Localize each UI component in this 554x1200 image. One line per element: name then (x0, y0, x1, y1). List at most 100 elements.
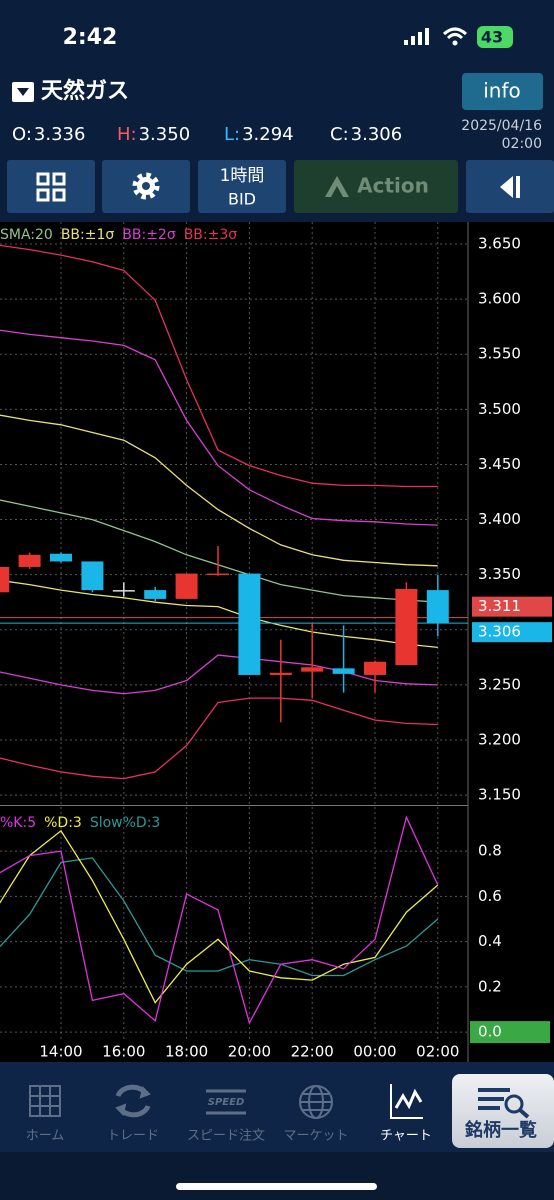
candle-body (144, 590, 167, 599)
y-tick-label: 3.250 (478, 675, 521, 693)
candle-body (175, 573, 198, 599)
series-line (0, 857, 439, 977)
ohlc-value: 3.306 (351, 124, 403, 145)
band-line (0, 244, 438, 488)
interval-label[interactable]: 1時間 (220, 166, 265, 186)
candle-body (81, 561, 104, 591)
candle-body (395, 588, 418, 666)
y-tick-label: 0.6 (478, 887, 502, 905)
ohlc-value: 3.294 (242, 124, 294, 145)
legend-entry: %D:3 (44, 815, 82, 831)
legend-entry: BB:±3σ (184, 227, 238, 243)
action-button[interactable] (294, 160, 458, 213)
chart-tab-icon (390, 1084, 423, 1119)
status-time: 2:42 (63, 25, 118, 50)
band-line (0, 414, 438, 567)
y-tick-label: 3.500 (478, 400, 521, 418)
chart-background (0, 222, 554, 1062)
band-line (0, 329, 438, 526)
ohlc-row: O: 3.336 H: 3.350 L: 3.294 C: 3.306 (12, 124, 402, 145)
candle-body (18, 554, 41, 567)
y-tick-label: 3.450 (478, 455, 521, 473)
tab-label[interactable]: チャート (380, 1129, 432, 1144)
candle-body (332, 668, 355, 674)
candle-body (364, 661, 386, 675)
panel-icon (500, 176, 513, 198)
action-label[interactable]: Action (357, 174, 429, 198)
action-icon (325, 176, 349, 197)
price-tag (472, 596, 552, 617)
plot (0, 244, 468, 780)
tab-label[interactable]: スピード注文 (187, 1129, 265, 1144)
home-indicator (176, 1183, 377, 1190)
band-line (0, 697, 438, 780)
x-tick-label: 18:00 (165, 1043, 208, 1061)
info-button[interactable] (462, 73, 543, 110)
legend-entry: BB:±2σ (122, 227, 176, 243)
panel-icon-bar (516, 176, 520, 198)
y-tick-label: 3.600 (478, 290, 521, 308)
signal-icon (404, 28, 429, 45)
price-tag-label: 3.306 (478, 623, 521, 641)
ohlc-value: 3.336 (34, 124, 86, 145)
layout-button[interactable] (7, 160, 95, 213)
speed-icon-text: SPEED (208, 1097, 245, 1108)
y-tick-label: 0.8 (478, 842, 502, 860)
tab-label[interactable]: ホーム (26, 1129, 65, 1144)
candle-body (269, 672, 292, 675)
plot (0, 815, 439, 1025)
tab-label[interactable]: マーケット (283, 1129, 348, 1144)
battery-level: 43 (481, 28, 503, 47)
y-tick-label: 3.150 (478, 786, 521, 804)
x-tick-label: 00:00 (353, 1043, 396, 1061)
candle-body (50, 553, 72, 562)
series-line (0, 815, 439, 1025)
candle-body (426, 590, 449, 624)
candle-body (112, 590, 135, 592)
legend-entry: SMA:20 (0, 227, 53, 243)
ohlc-label: H: (117, 124, 137, 145)
legend-entry: Slow%D:3 (90, 815, 161, 831)
tab-icons (29, 1084, 333, 1119)
x-tick-label: 14:00 (39, 1043, 82, 1061)
wifi-icon (442, 27, 468, 40)
symbol-name[interactable]: 天然ガス (41, 78, 129, 104)
tab-label[interactable]: トレード (107, 1129, 159, 1144)
legend-entry: BB:±1σ (61, 227, 115, 243)
legend-entry: %K:5 (0, 815, 36, 831)
battery (477, 26, 513, 48)
ohlc-label: C: (330, 124, 349, 145)
y-tick-label: 0.2 (478, 977, 502, 995)
ohlc-label: O: (12, 124, 32, 145)
y-tick-label: 3.400 (478, 510, 521, 528)
tick-label-box (470, 1021, 550, 1044)
interval-button[interactable] (198, 160, 286, 213)
wifi-dot (452, 40, 458, 46)
band-line (0, 654, 438, 695)
y-tick-label: 3.550 (478, 345, 521, 363)
symbol-list-button[interactable] (452, 1074, 554, 1148)
price-tag-label: 3.311 (478, 597, 521, 615)
candle-body (301, 667, 324, 672)
tab-labels: ホーム トレード スピード注文 マーケット チャート (26, 1129, 432, 1144)
symbol-list-label[interactable]: 銘柄一覧 (465, 1119, 537, 1141)
y-tick-label: 0.4 (478, 932, 502, 950)
candle-body (238, 573, 261, 675)
x-tick-label: 20:00 (228, 1043, 271, 1061)
y-tick-label: 3.650 (478, 235, 521, 253)
x-tick-label: 22:00 (291, 1043, 334, 1061)
bar-date: 2025/04/16 (461, 118, 542, 134)
x-tick-label: 16:00 (102, 1043, 145, 1061)
info-label[interactable]: info (483, 79, 521, 103)
price-type-label[interactable]: BID (228, 190, 256, 209)
y-tick-label: 3.350 (478, 565, 521, 583)
price-tag (472, 622, 552, 643)
layout-icon (36, 172, 66, 202)
candle-body (207, 573, 229, 576)
symbol-list-icon (478, 1088, 530, 1119)
gear-icon (132, 172, 160, 200)
y-tick-label: 3.200 (478, 730, 521, 748)
ohlc-value: 3.350 (139, 124, 191, 145)
bar-time: 02:00 (502, 136, 542, 152)
